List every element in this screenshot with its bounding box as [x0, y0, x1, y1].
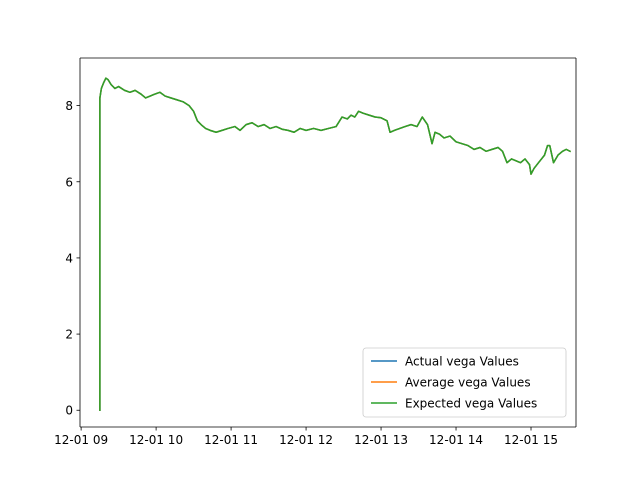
- legend-label: Expected vega Values: [405, 397, 537, 411]
- series-group: [99, 77, 572, 411]
- x-tick-label: 12-01 09: [54, 433, 108, 447]
- series-line-3: [99, 77, 572, 411]
- y-tick-label: 8: [65, 99, 73, 113]
- plot-area: [99, 77, 572, 411]
- y-tick-label: 4: [65, 251, 73, 265]
- legend-label: Average vega Values: [405, 376, 531, 390]
- x-tick-label: 12-01 12: [279, 433, 333, 447]
- legend: Actual vega Values Average vega Values Exp…: [362, 347, 567, 418]
- legend-label: Actual vega Values: [405, 355, 519, 369]
- x-tick-label: 12-01 14: [429, 433, 483, 447]
- legend-box: [362, 347, 567, 418]
- y-tick-label: 6: [65, 175, 73, 189]
- x-tick-label: 12-01 15: [504, 433, 558, 447]
- y-tick-label: 0: [65, 404, 73, 418]
- x-tick-label: 12-01 10: [129, 433, 183, 447]
- axes: 12-01 09 12-01 10 12-01 11 12-01 12 12-01 13…: [54, 57, 577, 447]
- x-tick-label: 12-01 11: [204, 433, 258, 447]
- x-tick-label: 12-01 13: [354, 433, 408, 447]
- y-tick-label: 2: [65, 328, 73, 342]
